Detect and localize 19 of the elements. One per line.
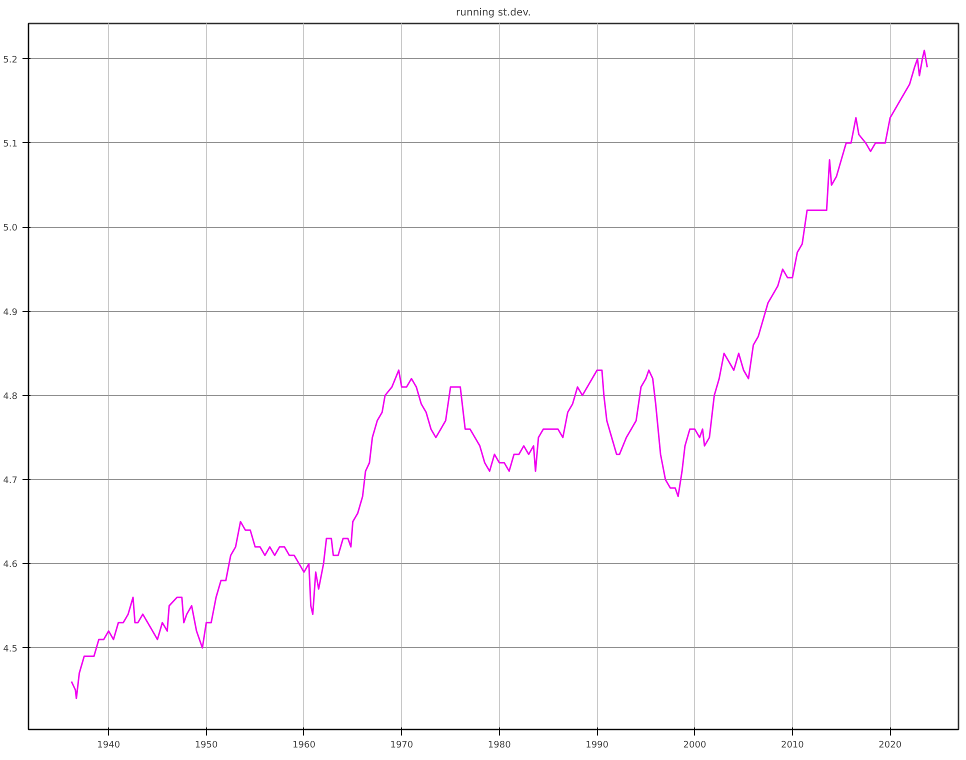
- x-tick-label: 2010: [780, 740, 804, 750]
- x-tick-label: 1980: [488, 740, 512, 750]
- y-tick-label: 4.7: [3, 476, 18, 486]
- y-tick-label: 4.5: [3, 644, 18, 654]
- x-tick-label: 2000: [683, 740, 706, 750]
- x-tick-label: 1990: [586, 740, 609, 750]
- y-tick-label: 5.1: [3, 139, 18, 150]
- y-tick-label: 4.8: [3, 392, 18, 402]
- y-tick-label: 5.2: [3, 55, 18, 66]
- chart-title: running st.dev.: [456, 8, 531, 18]
- y-tick-label: 4.9: [3, 308, 18, 318]
- line-series: [70, 50, 928, 700]
- x-tick-label: 1950: [194, 740, 218, 750]
- x-tick-label: 1940: [97, 740, 120, 750]
- x-tick-label: 1970: [390, 740, 414, 750]
- x-tick-label: 1960: [292, 740, 316, 750]
- y-tick-label: 5.0: [3, 224, 18, 234]
- y-tick-label: 4.6: [3, 560, 18, 570]
- x-tick-label: 2020: [878, 740, 902, 750]
